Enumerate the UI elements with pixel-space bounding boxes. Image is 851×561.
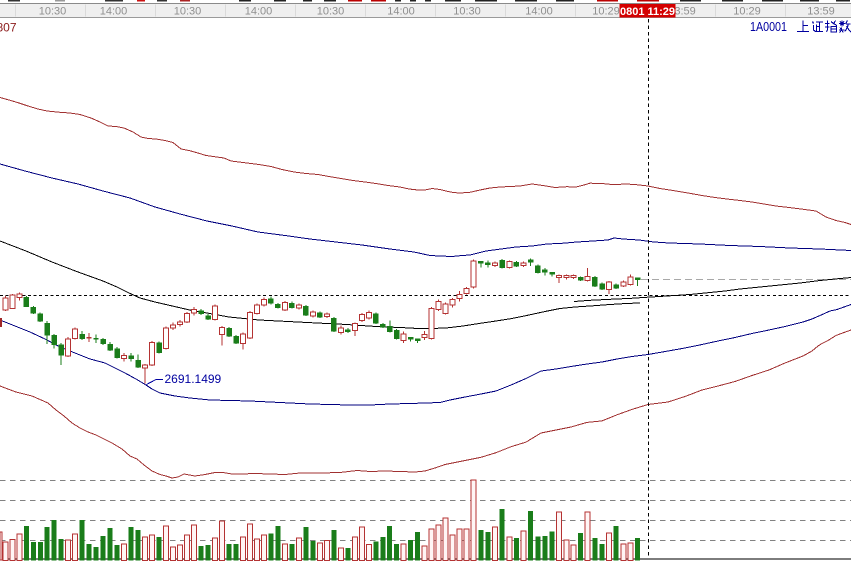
svg-text:14:00: 14:00 bbox=[100, 6, 128, 18]
svg-text:10:30: 10:30 bbox=[39, 6, 67, 18]
svg-text:14:00: 14:00 bbox=[387, 6, 415, 18]
svg-text:13:59: 13:59 bbox=[807, 6, 835, 18]
svg-text:14:00: 14:00 bbox=[525, 6, 553, 18]
svg-text:1A0001: 1A0001 bbox=[750, 20, 787, 34]
svg-text:10:30: 10:30 bbox=[174, 6, 202, 18]
svg-text:10:29: 10:29 bbox=[733, 6, 761, 18]
svg-text:807: 807 bbox=[0, 21, 17, 35]
svg-text:2691.1499: 2691.1499 bbox=[165, 372, 222, 386]
svg-text:10:30: 10:30 bbox=[453, 6, 481, 18]
svg-text:0801 11:29: 0801 11:29 bbox=[620, 6, 675, 18]
svg-text:10:29: 10:29 bbox=[592, 6, 620, 18]
svg-text:10:30: 10:30 bbox=[317, 6, 345, 18]
svg-text:14:00: 14:00 bbox=[245, 6, 273, 18]
